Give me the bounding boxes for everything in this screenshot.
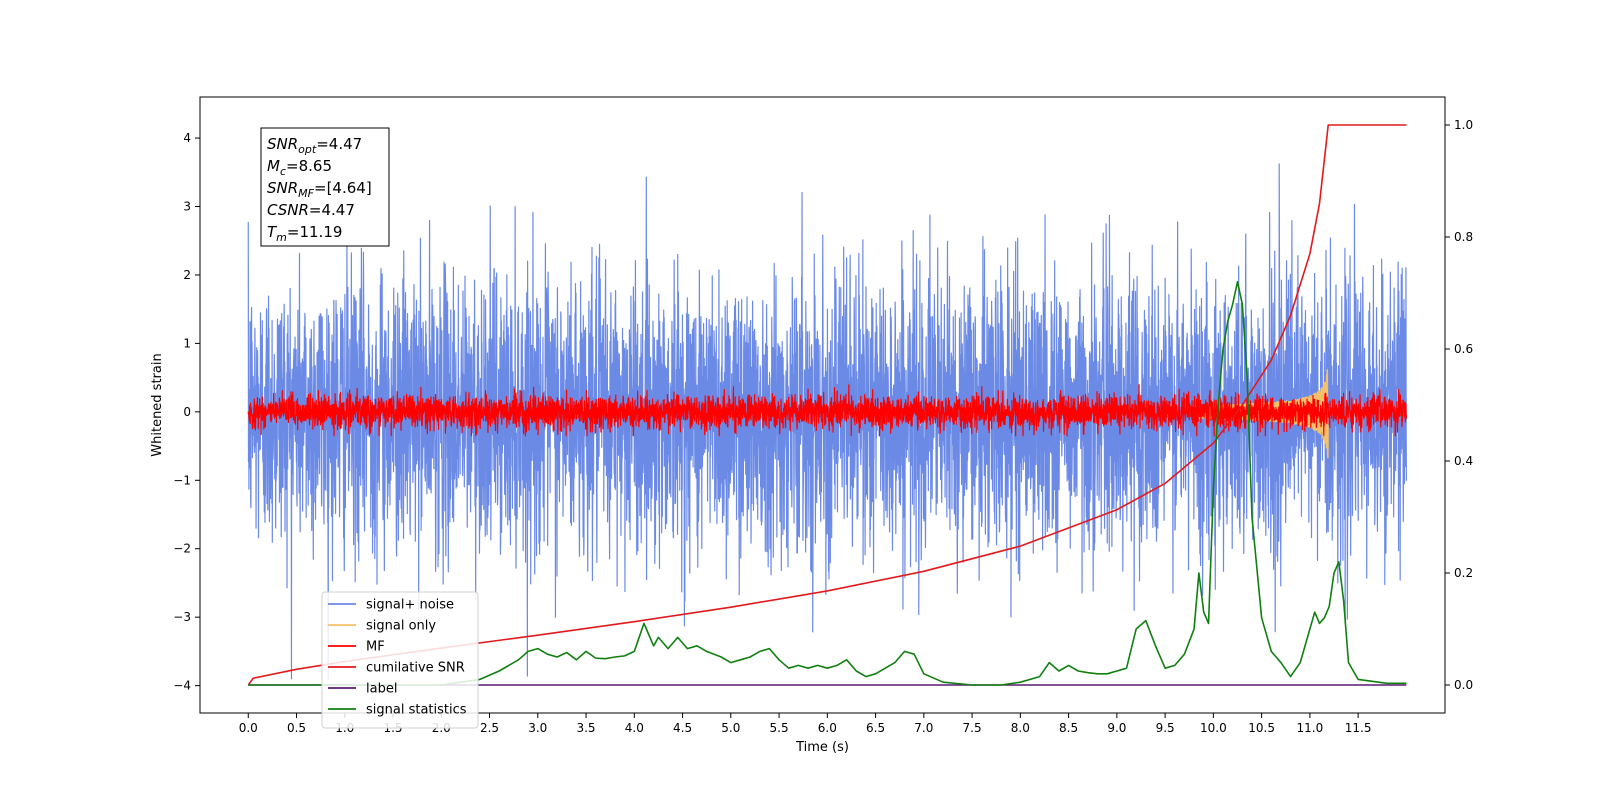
y-tick-label: 1 [183, 336, 191, 350]
legend: signal+ noise signal only MF cumilative SNR… [321, 591, 479, 729]
y-tick-label: 4 [183, 131, 191, 145]
x-tick-label: 2.5 [480, 721, 499, 735]
x-tick-label: 5.0 [721, 721, 740, 735]
annotation-line: CSNR=4.47 [267, 201, 355, 219]
x-tick-label: 6.0 [818, 721, 837, 735]
annotation-line: Mc=8.65 [267, 157, 332, 178]
x-tick-label: 8.0 [1011, 721, 1030, 735]
y-tick-label: −2 [173, 542, 191, 556]
x-tick-label: 4.5 [673, 721, 692, 735]
y-tick-label: 2 [183, 268, 191, 282]
annotation-line: SNRopt=4.47 [267, 135, 362, 156]
x-tick-label: 9.5 [1156, 721, 1175, 735]
x-tick-label: 5.5 [770, 721, 789, 735]
legend-entry: signal+ noise [366, 598, 454, 613]
annotation-line: Tm=11.19 [267, 223, 342, 244]
x-tick-label: 3.0 [528, 721, 547, 735]
y-tick-label: 3 [183, 200, 191, 214]
x-tick-label: 10.0 [1200, 721, 1227, 735]
y2-tick-label: 0.0 [1454, 678, 1473, 692]
legend-entry: MF [366, 640, 385, 655]
y2-tick-label: 1.0 [1454, 118, 1473, 132]
series-signal-statistics [248, 281, 1407, 686]
x-tick-label: 9.0 [1107, 721, 1126, 735]
x-tick-label: 4.0 [625, 721, 644, 735]
x-tick-label: 0.5 [287, 721, 306, 735]
x-tick-label: 0.0 [239, 721, 258, 735]
x-tick-label: 3.5 [576, 721, 595, 735]
y2-tick-label: 0.4 [1454, 454, 1473, 468]
legend-box [321, 591, 479, 729]
x-tick-label: 11.5 [1345, 721, 1372, 735]
x-tick-label: 10.5 [1248, 721, 1275, 735]
legend-entry: signal only [366, 619, 436, 634]
series-mf [247, 384, 1407, 437]
annotation-box-border [260, 127, 390, 247]
y-tick-label: −3 [173, 610, 191, 624]
x-tick-label: 7.5 [963, 721, 982, 735]
y2-tick-label: 0.8 [1454, 230, 1473, 244]
y-tick-label: 0 [183, 405, 191, 419]
annotation-line: SNRMF=[4.64] [267, 179, 372, 200]
x-axis-label: Time (s) [795, 740, 849, 755]
legend-entry: label [366, 682, 397, 697]
y2-tick-label: 0.2 [1454, 566, 1473, 580]
y-axis-label: Whitened strain [150, 353, 165, 456]
x-tick-label: 7.0 [914, 721, 933, 735]
x-tick-label: 8.5 [1059, 721, 1078, 735]
plot-frame [199, 96, 1446, 714]
x-tick-label: 11.0 [1297, 721, 1324, 735]
y-tick-label: −1 [173, 473, 191, 487]
legend-entry: cumilative SNR [366, 661, 465, 676]
legend-entry: signal statistics [366, 703, 467, 718]
y-tick-label: −4 [173, 679, 191, 693]
x-tick-label: 6.5 [866, 721, 885, 735]
y2-tick-label: 0.6 [1454, 342, 1473, 356]
